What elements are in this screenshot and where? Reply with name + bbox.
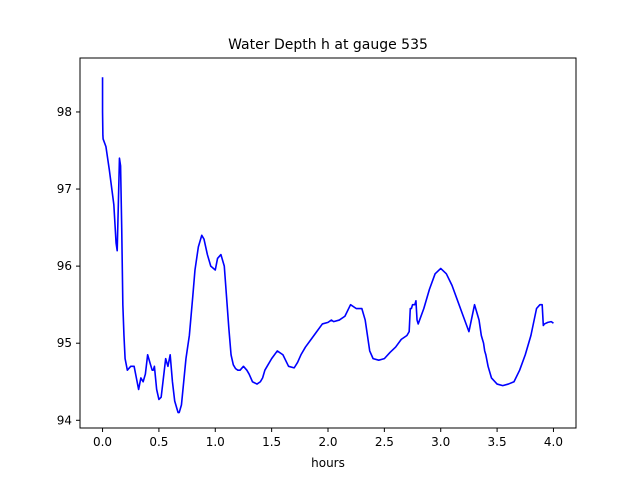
x-tick-label: 0.5 [149,435,168,449]
chart-title: Water Depth h at gauge 535 [228,37,428,53]
x-axis: 0.0 0.5 1.0 1.5 2.0 2.5 3.0 3.5 4.0 [93,428,563,449]
x-tick-label: 2.5 [375,435,394,449]
y-tick-label: 97 [57,182,72,196]
y-tick-label: 98 [57,105,72,119]
x-tick-label: 1.0 [206,435,225,449]
x-tick-label: 3.0 [431,435,450,449]
x-tick-label: 1.5 [262,435,281,449]
x-axis-label: hours [311,456,345,470]
x-tick-label: 3.5 [488,435,507,449]
x-tick-label: 2.0 [318,435,337,449]
y-tick-label: 96 [57,259,72,273]
y-tick-label: 95 [57,336,72,350]
series-line [101,77,554,414]
x-tick-label: 0.0 [93,435,112,449]
y-tick-label: 94 [57,413,72,427]
x-tick-label: 4.0 [544,435,563,449]
y-axis: 94 95 96 97 98 [57,105,80,427]
